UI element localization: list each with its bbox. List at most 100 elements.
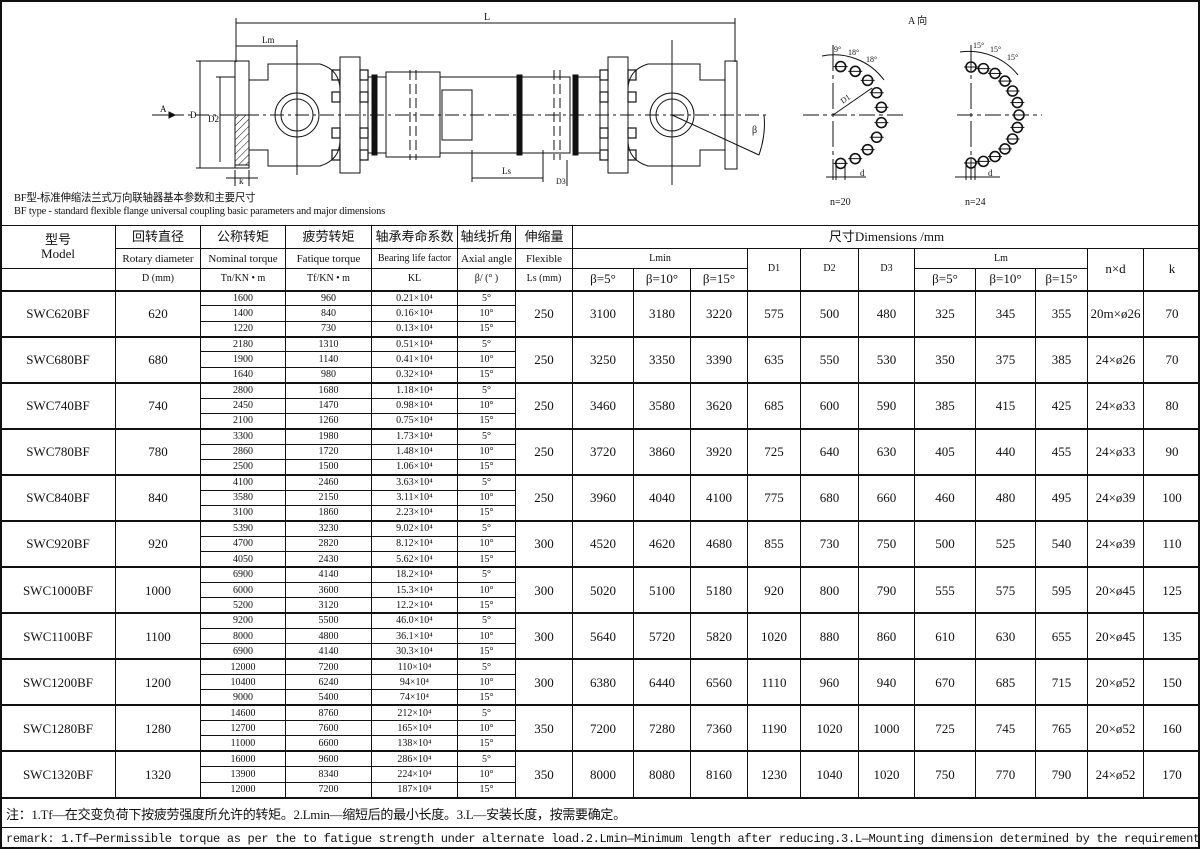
bearing-life-cell: 2.23×10⁴	[371, 505, 458, 522]
k-cell: 100	[1142, 473, 1200, 522]
n-by-d-cell: 24×ø33	[1087, 381, 1144, 430]
fatigue-torque-cell: 4140	[285, 643, 372, 660]
nominal-torque-cell: 2500	[200, 458, 286, 476]
table-row: 4700 2820 8.12×10⁴ 10°	[1, 535, 1200, 553]
nominal-torque-cell: 6000	[200, 581, 286, 599]
bearing-life-cell: 5.62×10⁴	[371, 551, 458, 568]
bearing-life-cell: 0.51×10⁴	[371, 335, 458, 353]
dim-Ls-label: Ls	[502, 166, 511, 176]
fatigue-torque-cell: 840	[285, 305, 372, 322]
fatigue-torque-cell: 1310	[285, 335, 372, 353]
table-row: SWC840BF 840 4100 2460 3.63×10⁴ 5° 250 3960 4040…	[0, 473, 1200, 522]
lm-cell: 500	[914, 519, 976, 568]
d3-cell: 1000	[858, 704, 915, 752]
fatigue-torque-cell: 2150	[285, 489, 372, 507]
axial-angle-cell: 15°	[457, 412, 516, 430]
bearing-life-cell: 0.32×10⁴	[371, 366, 458, 384]
flexible-cell: 300	[515, 658, 573, 706]
d3-cell: 660	[858, 473, 915, 522]
header-flexible: 伸缩量	[515, 225, 573, 249]
table-row: 12700 7600 165×10⁴ 10°	[1, 720, 1200, 737]
fatigue-torque-cell: 2430	[285, 551, 372, 568]
lm-cell: 350	[914, 335, 976, 384]
bearing-life-cell: 212×10⁴	[371, 704, 458, 722]
nominal-torque-cell: 12000	[200, 781, 286, 798]
bearing-life-cell: 18.2×10⁴	[371, 565, 458, 583]
flexible-cell: 250	[515, 381, 573, 430]
dim-D3-label: D3	[556, 177, 566, 186]
bearing-life-cell: 110×10⁴	[371, 658, 458, 675]
nominal-torque-cell: 16000	[200, 750, 286, 768]
fatigue-torque-cell: 1260	[285, 412, 372, 430]
table-row: 1640 980 0.32×10⁴ 15°	[1, 366, 1200, 384]
flexible-cell: 300	[515, 612, 573, 660]
lm-cell: 610	[914, 612, 976, 660]
lm-cell: 790	[1035, 750, 1088, 798]
fatigue-torque-cell: 3120	[285, 597, 372, 614]
model-cell: SWC680BF	[0, 335, 116, 384]
n-by-d-cell: 20×ø45	[1087, 612, 1144, 660]
dim-D2-label: D2	[208, 114, 219, 124]
bearing-life-cell: 138×10⁴	[371, 735, 458, 752]
lm-cell: 630	[975, 612, 1036, 660]
fatigue-torque-cell: 1980	[285, 427, 372, 445]
lmin-cell: 3220	[690, 289, 748, 338]
lmin-cell: 5720	[633, 612, 691, 660]
fatigue-torque-cell: 960	[285, 289, 372, 307]
lm-cell: 325	[914, 289, 976, 338]
model-cell: SWC920BF	[0, 519, 116, 568]
header-k: k	[1142, 248, 1200, 291]
header-angle-unit: β/ (° )	[457, 268, 516, 291]
note-english: remark: 1.Tf—Permissible torque as per t…	[0, 827, 1200, 846]
model-cell: SWC1200BF	[0, 658, 116, 706]
bearing-life-cell: 3.11×10⁴	[371, 489, 458, 507]
header-model: 型号 Model	[0, 225, 116, 269]
table-row: 4050 2430 5.62×10⁴ 15°	[1, 551, 1200, 568]
axial-angle-cell: 15°	[457, 643, 516, 660]
header-lm-b15: β=15°	[1035, 268, 1088, 291]
axial-angle-cell: 10°	[457, 673, 516, 691]
table-row: 1900 1140 0.41×10⁴ 10°	[1, 351, 1200, 368]
d3-cell: 480	[858, 289, 915, 338]
axial-angle-cell: 15°	[457, 689, 516, 706]
header-rotary-en: Rotary diameter	[115, 248, 201, 269]
lm-cell: 770	[975, 750, 1036, 798]
lmin-cell: 3960	[572, 473, 634, 522]
model-cell: SWC740BF	[0, 381, 116, 430]
view-A-arrow-label: A	[160, 104, 167, 114]
fatigue-torque-cell: 3600	[285, 581, 372, 599]
nominal-torque-cell: 6900	[200, 565, 286, 583]
fatigue-torque-cell: 4140	[285, 565, 372, 583]
d2-cell: 880	[800, 612, 859, 660]
bearing-life-cell: 0.16×10⁴	[371, 305, 458, 322]
lm-cell: 355	[1035, 289, 1088, 338]
nominal-torque-cell: 4100	[200, 473, 286, 491]
lmin-cell: 4620	[633, 519, 691, 568]
nominal-torque-cell: 3580	[200, 489, 286, 507]
k-cell: 70	[1142, 335, 1200, 384]
table-row: SWC1200BF 1200 12000 7200 110×10⁴ 5° 300 6380 64…	[0, 658, 1200, 706]
model-cell: SWC1320BF	[0, 750, 116, 798]
k-cell: 135	[1142, 612, 1200, 660]
lm-cell: 345	[975, 289, 1036, 338]
n-by-d-cell: 24×ø39	[1087, 519, 1144, 568]
n-by-d-cell: 20×ø45	[1087, 565, 1144, 614]
flexible-cell: 250	[515, 335, 573, 384]
fatigue-torque-cell: 7200	[285, 781, 372, 798]
bearing-life-cell: 8.12×10⁴	[371, 535, 458, 553]
axial-angle-cell: 5°	[457, 750, 516, 768]
header-nominal-unit: Tn/KN • m	[200, 268, 286, 291]
lm-cell: 555	[914, 565, 976, 614]
header-nominal-en: Nominal torque	[200, 248, 286, 269]
fatigue-torque-cell: 5400	[285, 689, 372, 706]
table-row: 1220 730 0.13×10⁴ 15°	[1, 320, 1200, 338]
lmin-cell: 4040	[633, 473, 691, 522]
d3-cell: 630	[858, 427, 915, 476]
lmin-cell: 3350	[633, 335, 691, 384]
bearing-life-cell: 15.3×10⁴	[371, 581, 458, 599]
axial-angle-cell: 10°	[457, 443, 516, 460]
d1-cell: 635	[747, 335, 801, 384]
model-cell: SWC780BF	[0, 427, 116, 476]
d1-cell: 1110	[747, 658, 801, 706]
header-model-en: Model	[41, 246, 75, 261]
